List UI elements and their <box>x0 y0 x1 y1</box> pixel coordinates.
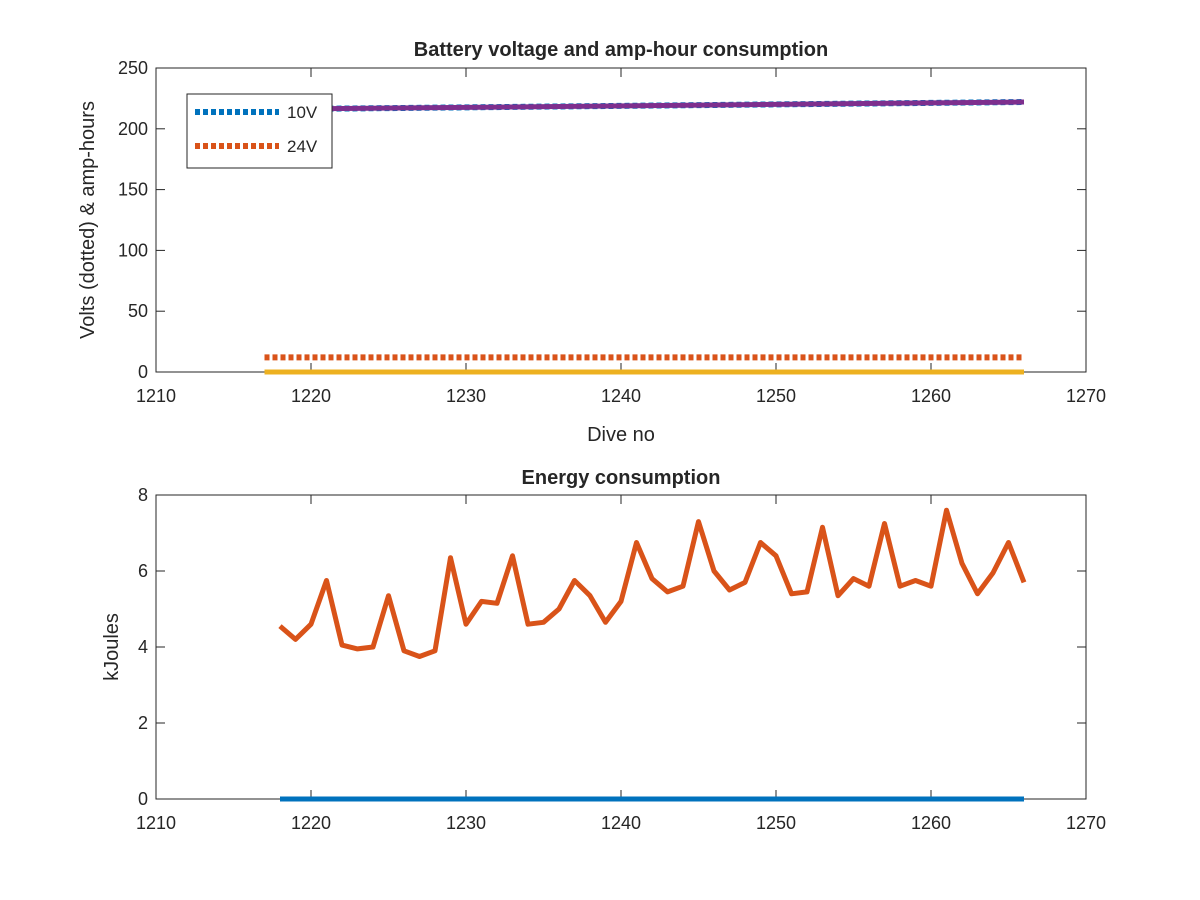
x-tick-label: 1250 <box>756 386 796 406</box>
y-tick-label: 200 <box>118 119 148 139</box>
x-tick-label: 1220 <box>291 813 331 833</box>
y-tick-label: 50 <box>128 301 148 321</box>
y-tick-label: 2 <box>138 713 148 733</box>
y-tick-label: 8 <box>138 485 148 505</box>
x-tick-label: 1260 <box>911 386 951 406</box>
x-tick-label: 1240 <box>601 813 641 833</box>
legend-label-10v: 10V <box>287 103 318 122</box>
x-tick-label: 1210 <box>136 813 176 833</box>
y-tick-label: 0 <box>138 789 148 809</box>
x-tick-label: 1270 <box>1066 386 1106 406</box>
axes-box <box>155 494 1087 800</box>
legend-label-24v: 24V <box>287 137 318 156</box>
y-tick-label: 0 <box>138 362 148 382</box>
energy-consumption-subplot: 1210 1220 1230 1240 1250 1260 1270 0 2 4 6 8 Energy … <box>101 467 1106 833</box>
legend-box <box>186 93 333 169</box>
chart-title: Energy consumption <box>522 467 721 489</box>
y-axis-label: kJoules <box>101 613 123 681</box>
x-tick-label: 1230 <box>446 813 486 833</box>
y-tick-label: 250 <box>118 58 148 78</box>
y-tick-label: 4 <box>138 637 148 657</box>
x-tick-label: 1240 <box>601 386 641 406</box>
voltage-amp-hour-subplot: 1210 1220 1230 1240 1250 1260 1270 0 50 100 150 200… <box>77 39 1106 446</box>
x-tick-label: 1210 <box>136 386 176 406</box>
y-tick-label: 100 <box>118 240 148 260</box>
y-axis-label: Volts (dotted) & amp-hours <box>77 101 99 339</box>
series-line-2 <box>264 99 1025 112</box>
x-tick-label: 1270 <box>1066 813 1106 833</box>
y-tick-label: 6 <box>138 561 148 581</box>
x-tick-label: 1230 <box>446 386 486 406</box>
series-line-0 <box>278 507 1027 659</box>
y-tick-label: 150 <box>118 180 148 200</box>
chart-title: Battery voltage and amp-hour consumption <box>414 39 828 61</box>
x-tick-label: 1250 <box>756 813 796 833</box>
x-axis-label: Dive no <box>587 424 655 446</box>
legend: 10V 24V <box>186 93 333 169</box>
x-tick-label: 1220 <box>291 386 331 406</box>
x-tick-label: 1260 <box>911 813 951 833</box>
